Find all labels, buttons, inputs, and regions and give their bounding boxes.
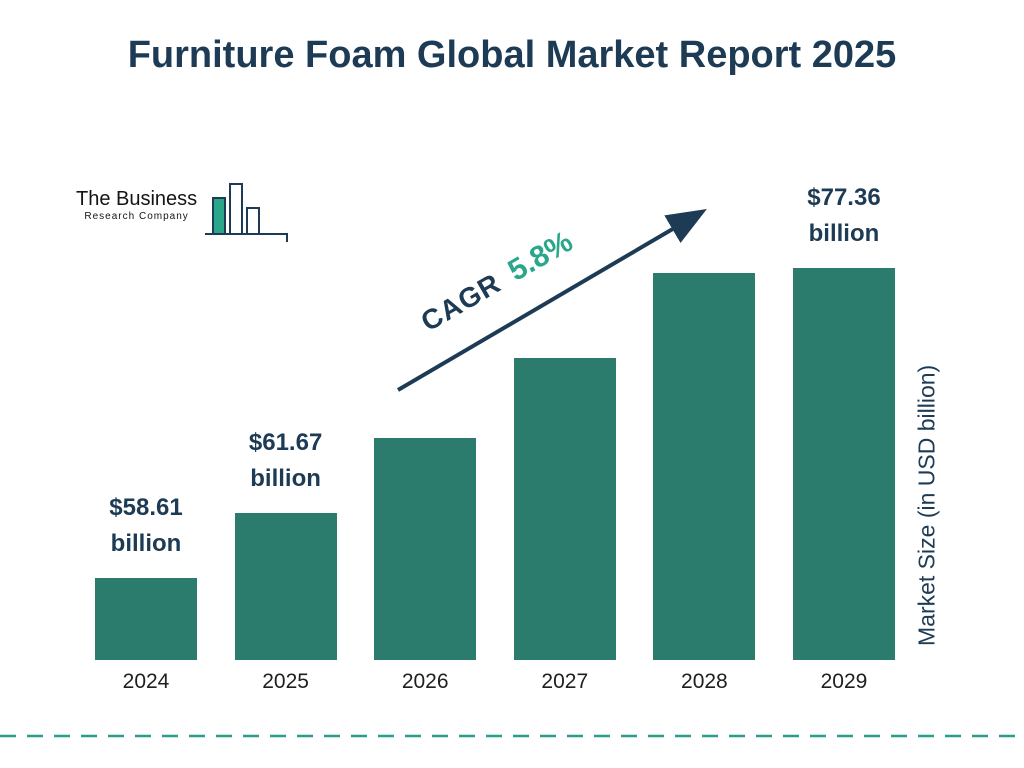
value-unit: billion <box>808 220 880 247</box>
value-unit: billion <box>250 465 321 492</box>
bar-column-2028: 2028 <box>653 180 756 693</box>
page-title: Furniture Foam Global Market Report 2025 <box>127 34 897 76</box>
x-axis-label-2024: 2024 <box>122 670 170 693</box>
bar-2027 <box>513 358 616 660</box>
value-unit: billion <box>110 530 182 557</box>
bar-2024 <box>95 578 197 660</box>
x-axis-label-2025: 2025 <box>262 670 309 693</box>
logo-line2: Research Company <box>84 211 189 222</box>
logo-bars-icon <box>205 183 289 242</box>
bar-2029 <box>792 268 895 660</box>
bar-2026 <box>374 438 477 660</box>
bar-2025 <box>234 513 337 660</box>
value-amount: $61.67 <box>248 429 323 456</box>
bar-column-2027: 2027 <box>513 180 616 693</box>
x-axis-label-2027: 2027 <box>541 670 589 693</box>
logo: The Business Research Company <box>76 178 291 244</box>
bar-column-2025: $61.67 billion 2025 <box>234 180 337 693</box>
value-label-2025: $61.67 billion <box>249 425 322 497</box>
logo-line1: The Business <box>76 188 198 210</box>
bar-2028 <box>653 273 756 660</box>
bars: $58.61 billion 2024 $61.67 billion 2025 2026 20… <box>95 180 895 693</box>
value-amount: $77.36 <box>807 184 881 211</box>
x-axis-label-2026: 2026 <box>401 670 449 693</box>
bar-column-2026: 2026 <box>374 180 477 693</box>
y-axis-label: Market Size (in USD billion) <box>913 364 940 646</box>
value-label-2024: $58.61 billion <box>109 490 182 562</box>
bar-column-2029: $77.36 billion 2029 <box>792 180 895 693</box>
x-axis-label-2028: 2028 <box>681 670 728 693</box>
value-amount: $58.61 <box>109 494 183 521</box>
x-axis-label-2029: 2029 <box>820 670 868 693</box>
value-label-2029: $77.36 billion <box>807 180 880 252</box>
bar-column-2024: $58.61 billion 2024 <box>95 180 197 693</box>
logo-text: The Business Research Company <box>76 189 197 244</box>
bottom-dashed-divider <box>0 734 1024 738</box>
